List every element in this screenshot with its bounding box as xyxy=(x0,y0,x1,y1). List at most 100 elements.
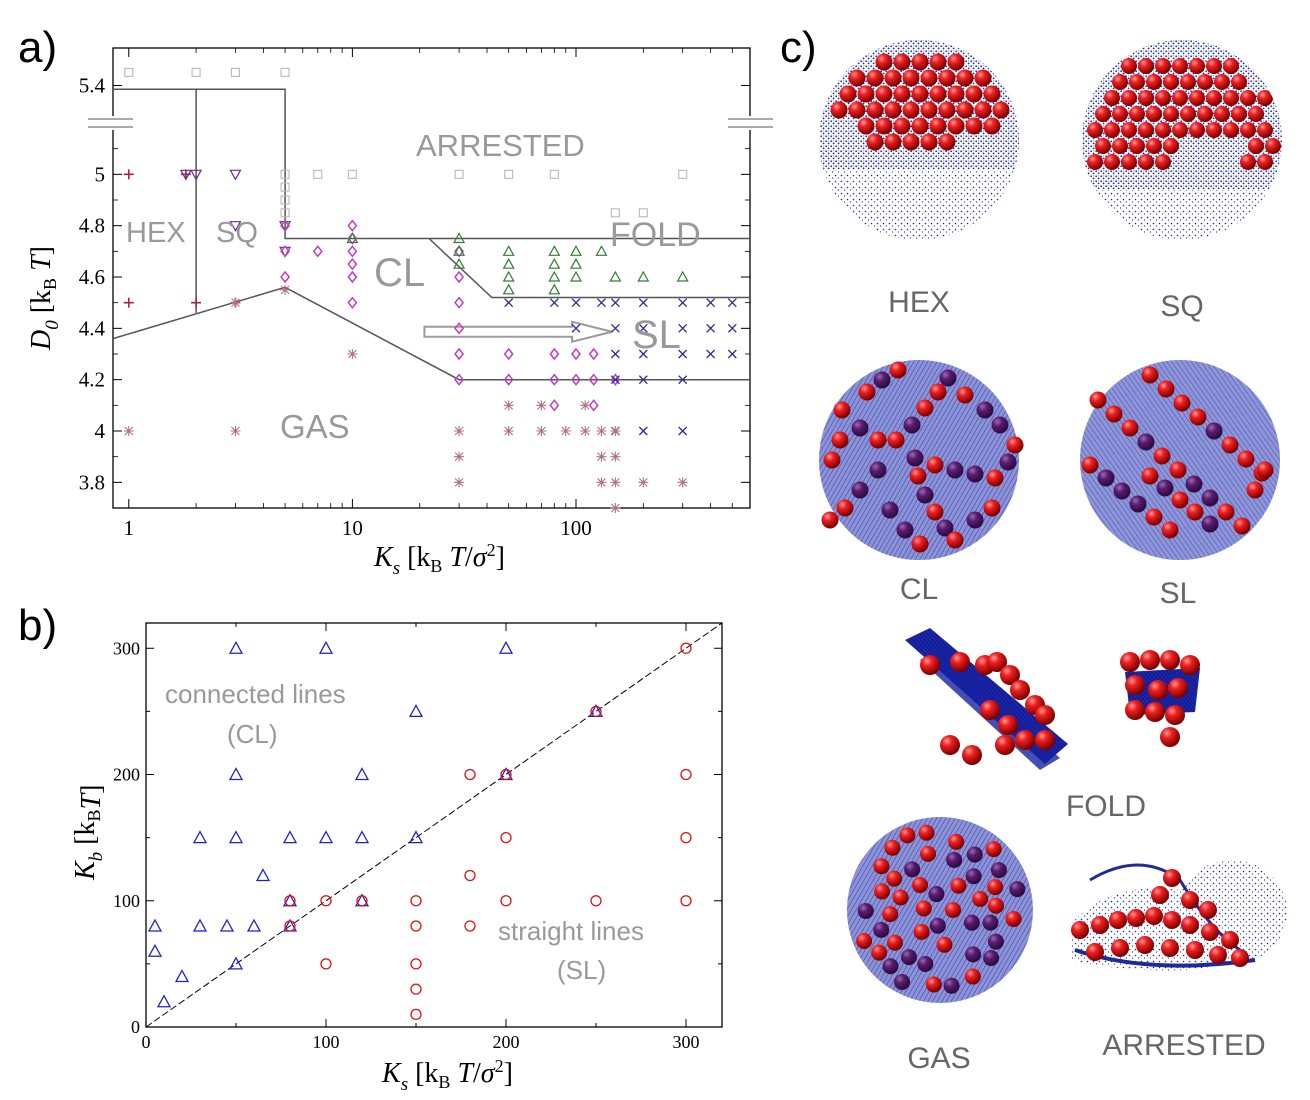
point-cl xyxy=(312,245,323,258)
particle xyxy=(1180,655,1200,675)
particle xyxy=(1186,503,1204,521)
region-label-arrested: ARRESTED xyxy=(416,128,585,163)
particle xyxy=(940,735,960,755)
point-sl xyxy=(590,705,602,718)
point-fold xyxy=(453,245,466,256)
particle xyxy=(966,511,984,529)
point-sl xyxy=(706,349,716,359)
phase-diagram-b: 0 100 200 300 0 100 200 300 connected lines (CL… xyxy=(70,622,723,1095)
particle xyxy=(873,858,890,875)
point-gas xyxy=(610,503,621,513)
particle xyxy=(896,521,914,539)
point-sl xyxy=(678,349,688,359)
particle xyxy=(848,69,866,87)
point-cl xyxy=(280,270,291,284)
particle xyxy=(1240,122,1256,138)
y-tick-label-a: 3.8 xyxy=(79,470,105,494)
particle xyxy=(990,862,1007,879)
point-gas xyxy=(610,477,621,488)
particle xyxy=(956,101,974,119)
point-gas xyxy=(596,426,607,436)
particle xyxy=(965,117,983,135)
axis-break xyxy=(88,116,773,130)
particle xyxy=(1120,652,1140,672)
point-sl xyxy=(680,895,692,907)
x-tick-label-b: 0 xyxy=(142,1032,151,1052)
particle xyxy=(920,133,938,151)
particle xyxy=(1141,467,1159,485)
particle xyxy=(1233,517,1251,535)
point-sl xyxy=(610,298,620,308)
particle xyxy=(1223,90,1239,106)
point-sq xyxy=(190,169,203,181)
region-label-fold: FOLD xyxy=(610,216,701,254)
particle xyxy=(946,531,964,549)
particle xyxy=(1163,869,1181,887)
point-cl xyxy=(454,245,465,258)
point-arrested xyxy=(678,169,688,179)
data-points-a xyxy=(123,67,737,513)
particle xyxy=(916,399,934,417)
point-cl xyxy=(347,245,358,258)
point-sl xyxy=(571,298,581,308)
particle xyxy=(875,85,893,103)
point-gas xyxy=(280,284,291,295)
particle xyxy=(874,883,891,900)
particle xyxy=(1015,730,1035,750)
particle xyxy=(887,431,905,449)
point-cl xyxy=(408,704,424,718)
point-sl xyxy=(680,642,692,654)
point-sl xyxy=(678,323,688,333)
particle xyxy=(1129,74,1145,90)
point-sl xyxy=(464,768,476,781)
particle xyxy=(1231,949,1249,967)
diagonal-dashed xyxy=(145,622,723,1028)
particle xyxy=(893,117,911,135)
particle xyxy=(966,846,983,863)
particle xyxy=(985,841,1002,858)
point-cl xyxy=(549,373,560,386)
snapshot-panel: HEX SQ CL SL FOLD GAS ARRESTED xyxy=(819,40,1287,1075)
particle xyxy=(1172,58,1188,74)
particle xyxy=(821,511,839,529)
particle xyxy=(1136,936,1154,954)
particle xyxy=(1121,154,1137,170)
particle xyxy=(1163,911,1181,929)
particle xyxy=(1223,122,1239,138)
particle xyxy=(899,827,916,844)
particle xyxy=(912,877,929,894)
particle xyxy=(903,416,921,434)
particle xyxy=(1189,408,1207,426)
axis-ticks-a: 1 10 100 3.8 4 4.2 4.4 4.6 4.8 5 5.4 xyxy=(79,48,751,540)
region-label-sl-abbr: (SL) xyxy=(557,955,606,985)
particle xyxy=(983,85,1001,103)
point-cl xyxy=(228,640,244,654)
particle xyxy=(962,745,982,765)
particle xyxy=(866,133,884,151)
diagonal-line xyxy=(145,622,723,1028)
point-gas xyxy=(580,400,591,411)
point-cl xyxy=(588,373,599,386)
particle xyxy=(869,461,887,479)
particle xyxy=(916,486,934,504)
particle xyxy=(1240,154,1256,170)
point-sq xyxy=(179,169,192,181)
particle xyxy=(913,923,930,940)
particle xyxy=(1155,58,1171,74)
point-cl xyxy=(280,219,291,232)
particle xyxy=(906,449,924,467)
particle xyxy=(911,535,929,553)
particle xyxy=(1181,916,1199,934)
y-tick-label-b: 100 xyxy=(113,891,140,911)
y-tick-label-b: 200 xyxy=(113,765,140,785)
point-cl xyxy=(454,373,465,386)
point-cl xyxy=(156,994,172,1008)
particle xyxy=(986,469,1004,487)
snapshot-hex xyxy=(819,40,1019,240)
particle xyxy=(1087,122,1103,138)
point-sl xyxy=(320,895,332,907)
point-arrested xyxy=(191,67,201,77)
particle xyxy=(920,845,937,862)
particle xyxy=(1129,495,1147,513)
particle xyxy=(926,456,944,474)
